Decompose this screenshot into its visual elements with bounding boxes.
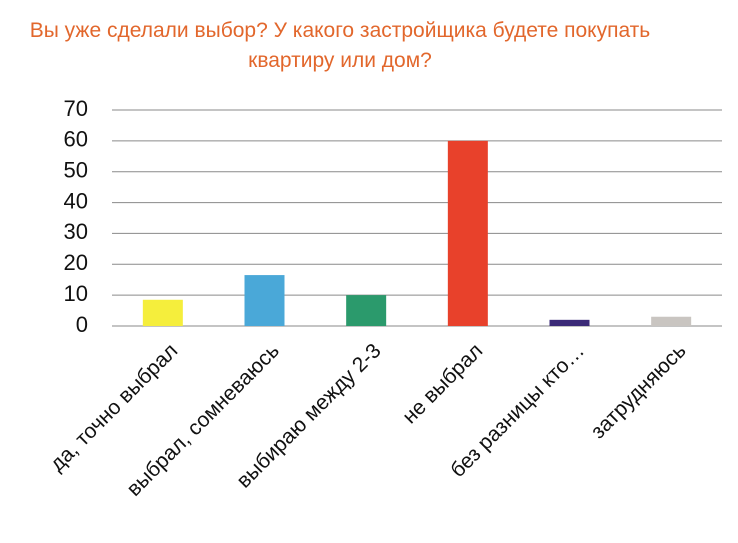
y-tick-label: 0: [76, 312, 88, 337]
bar: [142, 299, 183, 326]
bar: [651, 316, 692, 326]
y-tick-label: 60: [64, 127, 88, 152]
bar: [549, 319, 590, 326]
y-tick-label: 40: [64, 188, 88, 213]
x-tick-label: затрудняюсь: [587, 339, 691, 443]
y-tick-label: 50: [64, 158, 88, 183]
y-tick-label: 10: [64, 281, 88, 306]
chart-title: Вы уже сделали выбор? У какого застройщи…: [29, 19, 651, 72]
y-tick-label: 20: [64, 250, 88, 275]
y-tick-label: 70: [64, 96, 88, 121]
bar: [346, 295, 387, 326]
bar: [244, 275, 285, 326]
x-tick-label: не выбрал: [398, 339, 487, 428]
bar: [447, 140, 488, 326]
y-tick-label: 30: [64, 219, 88, 244]
